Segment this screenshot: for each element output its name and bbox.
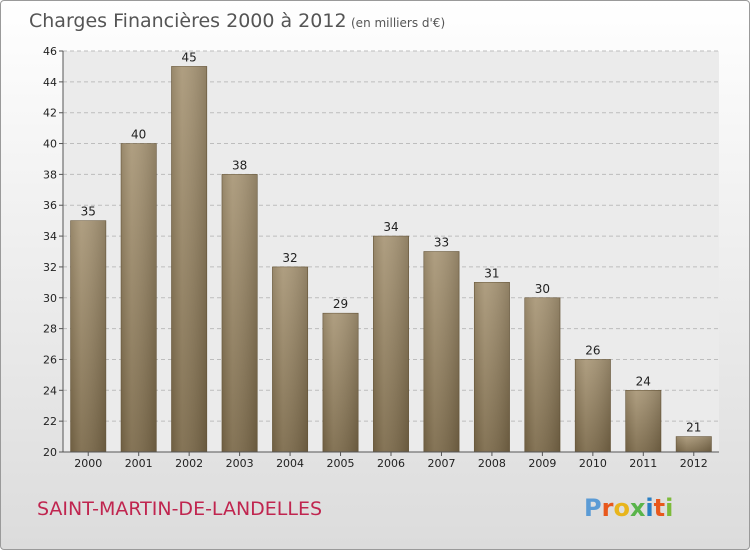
bar-shade-2002 bbox=[171, 66, 207, 452]
y-tick-label: 42 bbox=[43, 107, 57, 120]
y-tick-label: 24 bbox=[43, 384, 57, 397]
x-axis-ticks: 2000 2001 2002 2003 2004 2005 2006 2007 2008 2009… bbox=[74, 452, 708, 470]
bar-shade-2010 bbox=[575, 359, 611, 452]
value-label-2005: 29 bbox=[333, 297, 348, 311]
x-tick-label-2006: 2006 bbox=[377, 457, 405, 470]
y-tick-label: 20 bbox=[43, 446, 57, 459]
y-tick-label: 36 bbox=[43, 199, 57, 212]
bar-shade-2006 bbox=[373, 236, 409, 452]
x-tick-label-2002: 2002 bbox=[175, 457, 203, 470]
bar-shade-2012 bbox=[676, 436, 712, 452]
commune-name: SAINT-MARTIN-DE-LANDELLES bbox=[37, 498, 322, 520]
x-tick-label-2003: 2003 bbox=[226, 457, 254, 470]
bar-shade-2007 bbox=[423, 251, 460, 452]
chart-unit: (en milliers d'€) bbox=[351, 16, 445, 30]
value-label-2010: 26 bbox=[585, 343, 600, 357]
y-tick-label: 22 bbox=[43, 415, 57, 428]
x-tick-label-2012: 2012 bbox=[680, 457, 708, 470]
bar-shade-2003 bbox=[221, 174, 258, 452]
x-tick-label-2011: 2011 bbox=[629, 457, 657, 470]
x-tick-label-2009: 2009 bbox=[528, 457, 556, 470]
value-label-2006: 34 bbox=[383, 220, 398, 234]
bar-shade-2000 bbox=[70, 220, 106, 452]
y-tick-label: 40 bbox=[43, 138, 57, 151]
bar-shade-2008 bbox=[474, 282, 510, 452]
chart-title: Charges Financières 2000 à 2012 bbox=[29, 10, 347, 32]
y-tick-label: 32 bbox=[43, 261, 57, 274]
value-label-2002: 45 bbox=[182, 50, 197, 64]
value-label-2004: 32 bbox=[282, 251, 297, 265]
y-tick-label: 34 bbox=[43, 230, 57, 243]
x-tick-label-2001: 2001 bbox=[125, 457, 153, 470]
bar-shade-2005 bbox=[322, 313, 359, 452]
y-tick-label: 44 bbox=[43, 76, 57, 89]
value-label-2008: 31 bbox=[484, 266, 499, 280]
logo-letter: x bbox=[630, 494, 646, 522]
logo-letter: P bbox=[584, 494, 602, 522]
x-tick-label-2000: 2000 bbox=[74, 457, 102, 470]
bar-shade-2009 bbox=[524, 297, 561, 452]
bar-shade-2004 bbox=[272, 266, 308, 452]
value-label-2007: 33 bbox=[434, 236, 449, 250]
y-tick-label: 26 bbox=[43, 353, 57, 366]
y-tick-label: 30 bbox=[43, 292, 57, 305]
value-label-2009: 30 bbox=[535, 282, 550, 296]
y-tick-label: 46 bbox=[43, 45, 57, 58]
y-axis-ticks: 20 22 24 26 28 30 32 34 36 38 40 42 44 46 bbox=[43, 45, 63, 459]
y-tick-label: 28 bbox=[43, 323, 57, 336]
value-label-2000: 35 bbox=[81, 205, 96, 219]
x-tick-label-2010: 2010 bbox=[579, 457, 607, 470]
value-label-2001: 40 bbox=[131, 128, 146, 142]
bar-shade-2001 bbox=[121, 143, 157, 453]
x-tick-label-2004: 2004 bbox=[276, 457, 304, 470]
x-tick-label-2008: 2008 bbox=[478, 457, 506, 470]
value-label-2003: 38 bbox=[232, 158, 247, 172]
bars: 35 40 45 38 32 29 34 33 31 30 26 24 21 bbox=[70, 50, 712, 453]
logo-letter: o bbox=[613, 494, 630, 522]
logo-letter: i bbox=[645, 494, 653, 522]
logo-letter: t bbox=[654, 494, 665, 522]
value-label-2011: 24 bbox=[636, 374, 651, 388]
x-tick-label-2007: 2007 bbox=[427, 457, 455, 470]
logo-letter: r bbox=[602, 494, 614, 522]
value-label-2012: 21 bbox=[686, 421, 701, 435]
bar-shade-2011 bbox=[625, 390, 661, 452]
proxiti-logo: Proxiti bbox=[584, 494, 673, 522]
x-tick-label-2005: 2005 bbox=[327, 457, 355, 470]
logo-letter: i bbox=[665, 494, 673, 522]
y-tick-label: 38 bbox=[43, 168, 57, 181]
